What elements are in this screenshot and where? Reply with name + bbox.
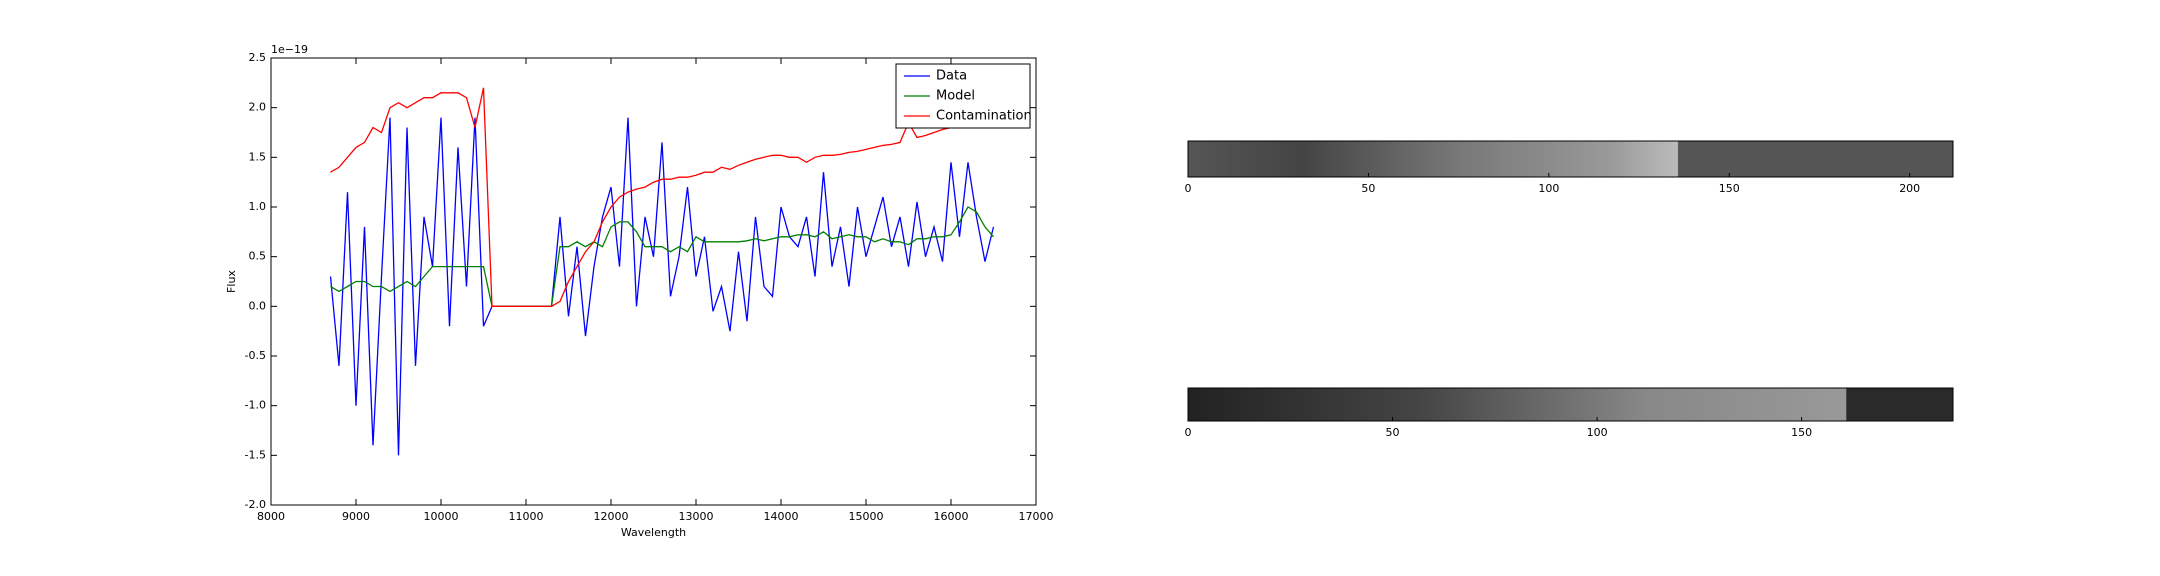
x-tick-label: 8000 — [257, 510, 285, 523]
legend-label: Model — [936, 89, 975, 104]
y-tick-label: 2.5 — [249, 51, 267, 64]
data-line — [329, 117, 995, 456]
legend: Data Model Contamination — [895, 63, 1032, 129]
x-tick-label: 50 — [1386, 426, 1400, 439]
data-line — [330, 206, 994, 307]
x-tick-label: 100 — [1538, 182, 1559, 195]
y-tick-label: 1.0 — [249, 200, 267, 213]
x-tick-label: 150 — [1719, 182, 1740, 195]
y-tick-label: 0.0 — [249, 299, 267, 312]
x-tick-label: 10000 — [424, 510, 459, 523]
x-tick-label: 14000 — [764, 510, 799, 523]
y-tick-label: -1.5 — [245, 448, 266, 461]
x-tick-label: 12000 — [594, 510, 629, 523]
y-tick-label: 2.0 — [249, 101, 267, 114]
y-axis-label: Flux — [225, 270, 238, 293]
legend-label: Contamination — [936, 109, 1032, 124]
x-tick-label: 16000 — [934, 510, 969, 523]
x-tick-label: 100 — [1587, 426, 1608, 439]
y-tick-label: -2.0 — [245, 498, 266, 511]
x-tick-label: 11000 — [509, 510, 544, 523]
image-frame — [1187, 140, 1954, 178]
x-tick-label: 200 — [1899, 182, 1920, 195]
x-tick-label: 0 — [1185, 182, 1192, 195]
image-1 — [1188, 141, 1953, 177]
axes-frame — [270, 57, 1037, 506]
x-axis-label: Wavelength — [621, 526, 686, 539]
x-tick-label: 50 — [1361, 182, 1375, 195]
image-frame — [1187, 387, 1954, 422]
x-tick-label: 13000 — [679, 510, 714, 523]
y-tick-label: -1.0 — [245, 399, 266, 412]
y-tick-label: 1.5 — [249, 150, 267, 163]
legend-label: Data — [936, 69, 967, 84]
data-line — [330, 87, 994, 307]
x-tick-label: 17000 — [1019, 510, 1054, 523]
x-tick-label: 9000 — [342, 510, 370, 523]
image-2 — [1188, 388, 1953, 421]
x-tick-label: 150 — [1791, 426, 1812, 439]
x-tick-label: 0 — [1185, 426, 1192, 439]
y-tick-label: -0.5 — [245, 349, 266, 362]
y-tick-label: 0.5 — [249, 250, 267, 263]
offset-label: 1e−19 — [271, 43, 308, 56]
x-tick-label: 15000 — [849, 510, 884, 523]
